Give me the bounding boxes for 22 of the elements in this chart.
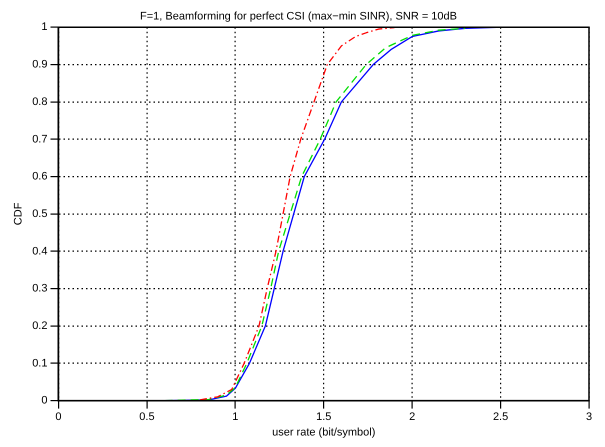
y-axis-title: CDF <box>12 202 25 226</box>
y-tick-label: 0.8 <box>32 96 48 108</box>
y-tick-label: 0.7 <box>32 133 48 146</box>
y-tick-label: 0.3 <box>32 282 48 295</box>
x-tick-label: 2 <box>409 411 416 424</box>
x-tick-label: 3 <box>586 411 592 424</box>
y-tick-label: 0.6 <box>32 170 48 183</box>
y-tick-label: 0.5 <box>32 208 48 220</box>
y-tick-label: 0.1 <box>32 357 48 370</box>
line-series <box>199 27 396 401</box>
x-tick-label: 1 <box>232 411 238 424</box>
y-tick-label: 0.9 <box>32 58 48 71</box>
y-tick-label: 1 <box>41 21 48 34</box>
x-axis-title: user rate (bit/symbol) <box>272 426 376 438</box>
x-tick-label: 0 <box>55 411 62 424</box>
y-tick-label: 0 <box>41 394 48 407</box>
x-tick-label: 0.5 <box>139 411 155 424</box>
x-tick-label: 1.5 <box>316 411 332 424</box>
y-tick-label: 0.4 <box>32 245 48 258</box>
chart-title: F=1, Beamforming for perfect CSI (max−min SINR), SNR = 10dB <box>140 10 457 23</box>
y-tick-label: 0.2 <box>32 320 48 332</box>
x-tick-label: 2.5 <box>492 411 508 424</box>
